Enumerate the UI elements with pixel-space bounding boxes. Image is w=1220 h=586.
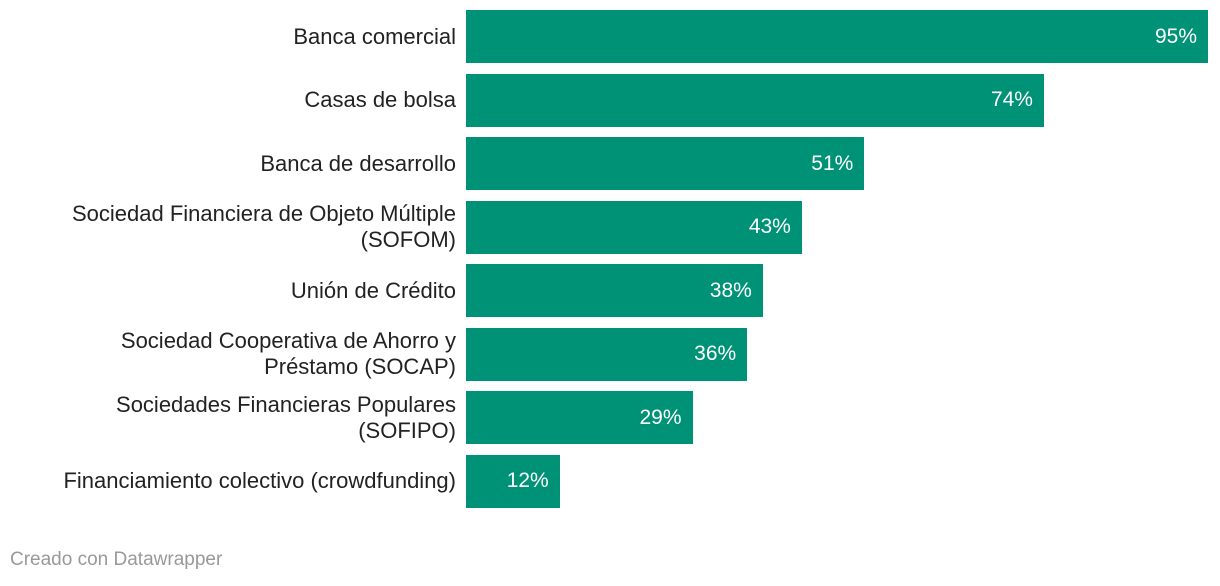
bar: 38% [466, 264, 763, 317]
category-label-line: (SOFOM) [360, 227, 456, 252]
bar: 74% [466, 73, 1044, 127]
category-label-line: Unión de Crédito [290, 277, 456, 303]
category-label-line: Casas de bolsa [304, 87, 456, 112]
bar-value-label: 38% [709, 278, 752, 302]
bar-value-label: 43% [748, 215, 791, 238]
category-label: Sociedades Financieras Populares (SOFIPO) [0, 392, 456, 444]
bar: 43% [466, 200, 802, 254]
bar-value-label: 29% [639, 405, 682, 429]
bar-value-label: 36% [694, 342, 737, 365]
category-label-line: Banca comercial [293, 23, 456, 49]
bar-value-label: 74% [990, 88, 1033, 111]
category-label: Unión de Crédito [0, 278, 456, 304]
bar-value-label: 95% [1154, 24, 1197, 48]
category-label: Banca comercial [0, 24, 456, 50]
category-label-line: Préstamo (SOCAP) [264, 354, 456, 379]
category-label: Banca de desarrollo [0, 151, 456, 177]
category-label: Casas de bolsa [0, 87, 456, 113]
category-label-line: Banca de desarrollo [260, 150, 456, 176]
bar: 12% [466, 454, 560, 508]
category-label-line: Sociedad Cooperativa de Ahorro y [120, 328, 456, 353]
category-label: Financiamiento colectivo (crowdfunding) [0, 468, 456, 494]
bar: 29% [466, 391, 693, 444]
category-label-line: Sociedades Financieras Populares [116, 391, 456, 417]
bar-value-label: 51% [811, 151, 854, 175]
datawrapper-credit: Creado con Datawrapper [10, 549, 223, 570]
category-label: Sociedad Financiera de Objeto Múltiple (S… [0, 201, 456, 253]
category-label-line: (SOFIPO) [358, 417, 456, 443]
bar: 51% [466, 137, 865, 190]
bar: 95% [466, 10, 1208, 63]
category-label: Sociedad Cooperativa de Ahorro y Préstamo… [0, 328, 456, 380]
category-label-line: Financiamiento colectivo (crowdfunding) [63, 468, 456, 493]
bar: 36% [466, 327, 748, 381]
bar-value-label: 12% [506, 469, 549, 492]
category-label-line: Sociedad Financiera de Objeto Múltiple [71, 201, 456, 226]
